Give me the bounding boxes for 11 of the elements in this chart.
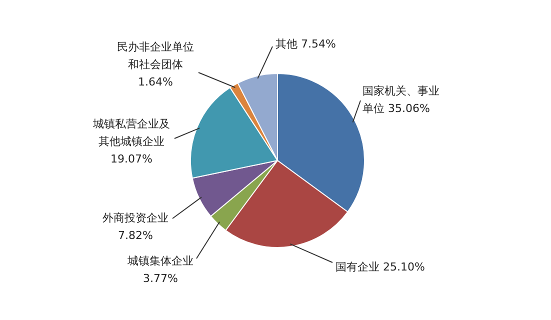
slice-label: 国家机关、事业单位 35.06% xyxy=(362,84,440,116)
data-label: 7.82% xyxy=(118,229,153,242)
slice-label: 国有企业 25.10% xyxy=(336,260,425,274)
slice-label: 民办非企业单位和社会团体 xyxy=(117,40,194,72)
data-label: 1.64% xyxy=(138,76,173,89)
slice-label: 其他 7.54% xyxy=(276,38,336,50)
slice-label: 城镇私营企业及其他城镇企业 xyxy=(92,118,170,148)
data-label: 3.77% xyxy=(143,272,178,286)
slice-label: 城镇集体企业 xyxy=(126,254,194,268)
slice-label: 外商投资企业 xyxy=(102,212,168,224)
data-label: 19.07% xyxy=(110,152,152,166)
